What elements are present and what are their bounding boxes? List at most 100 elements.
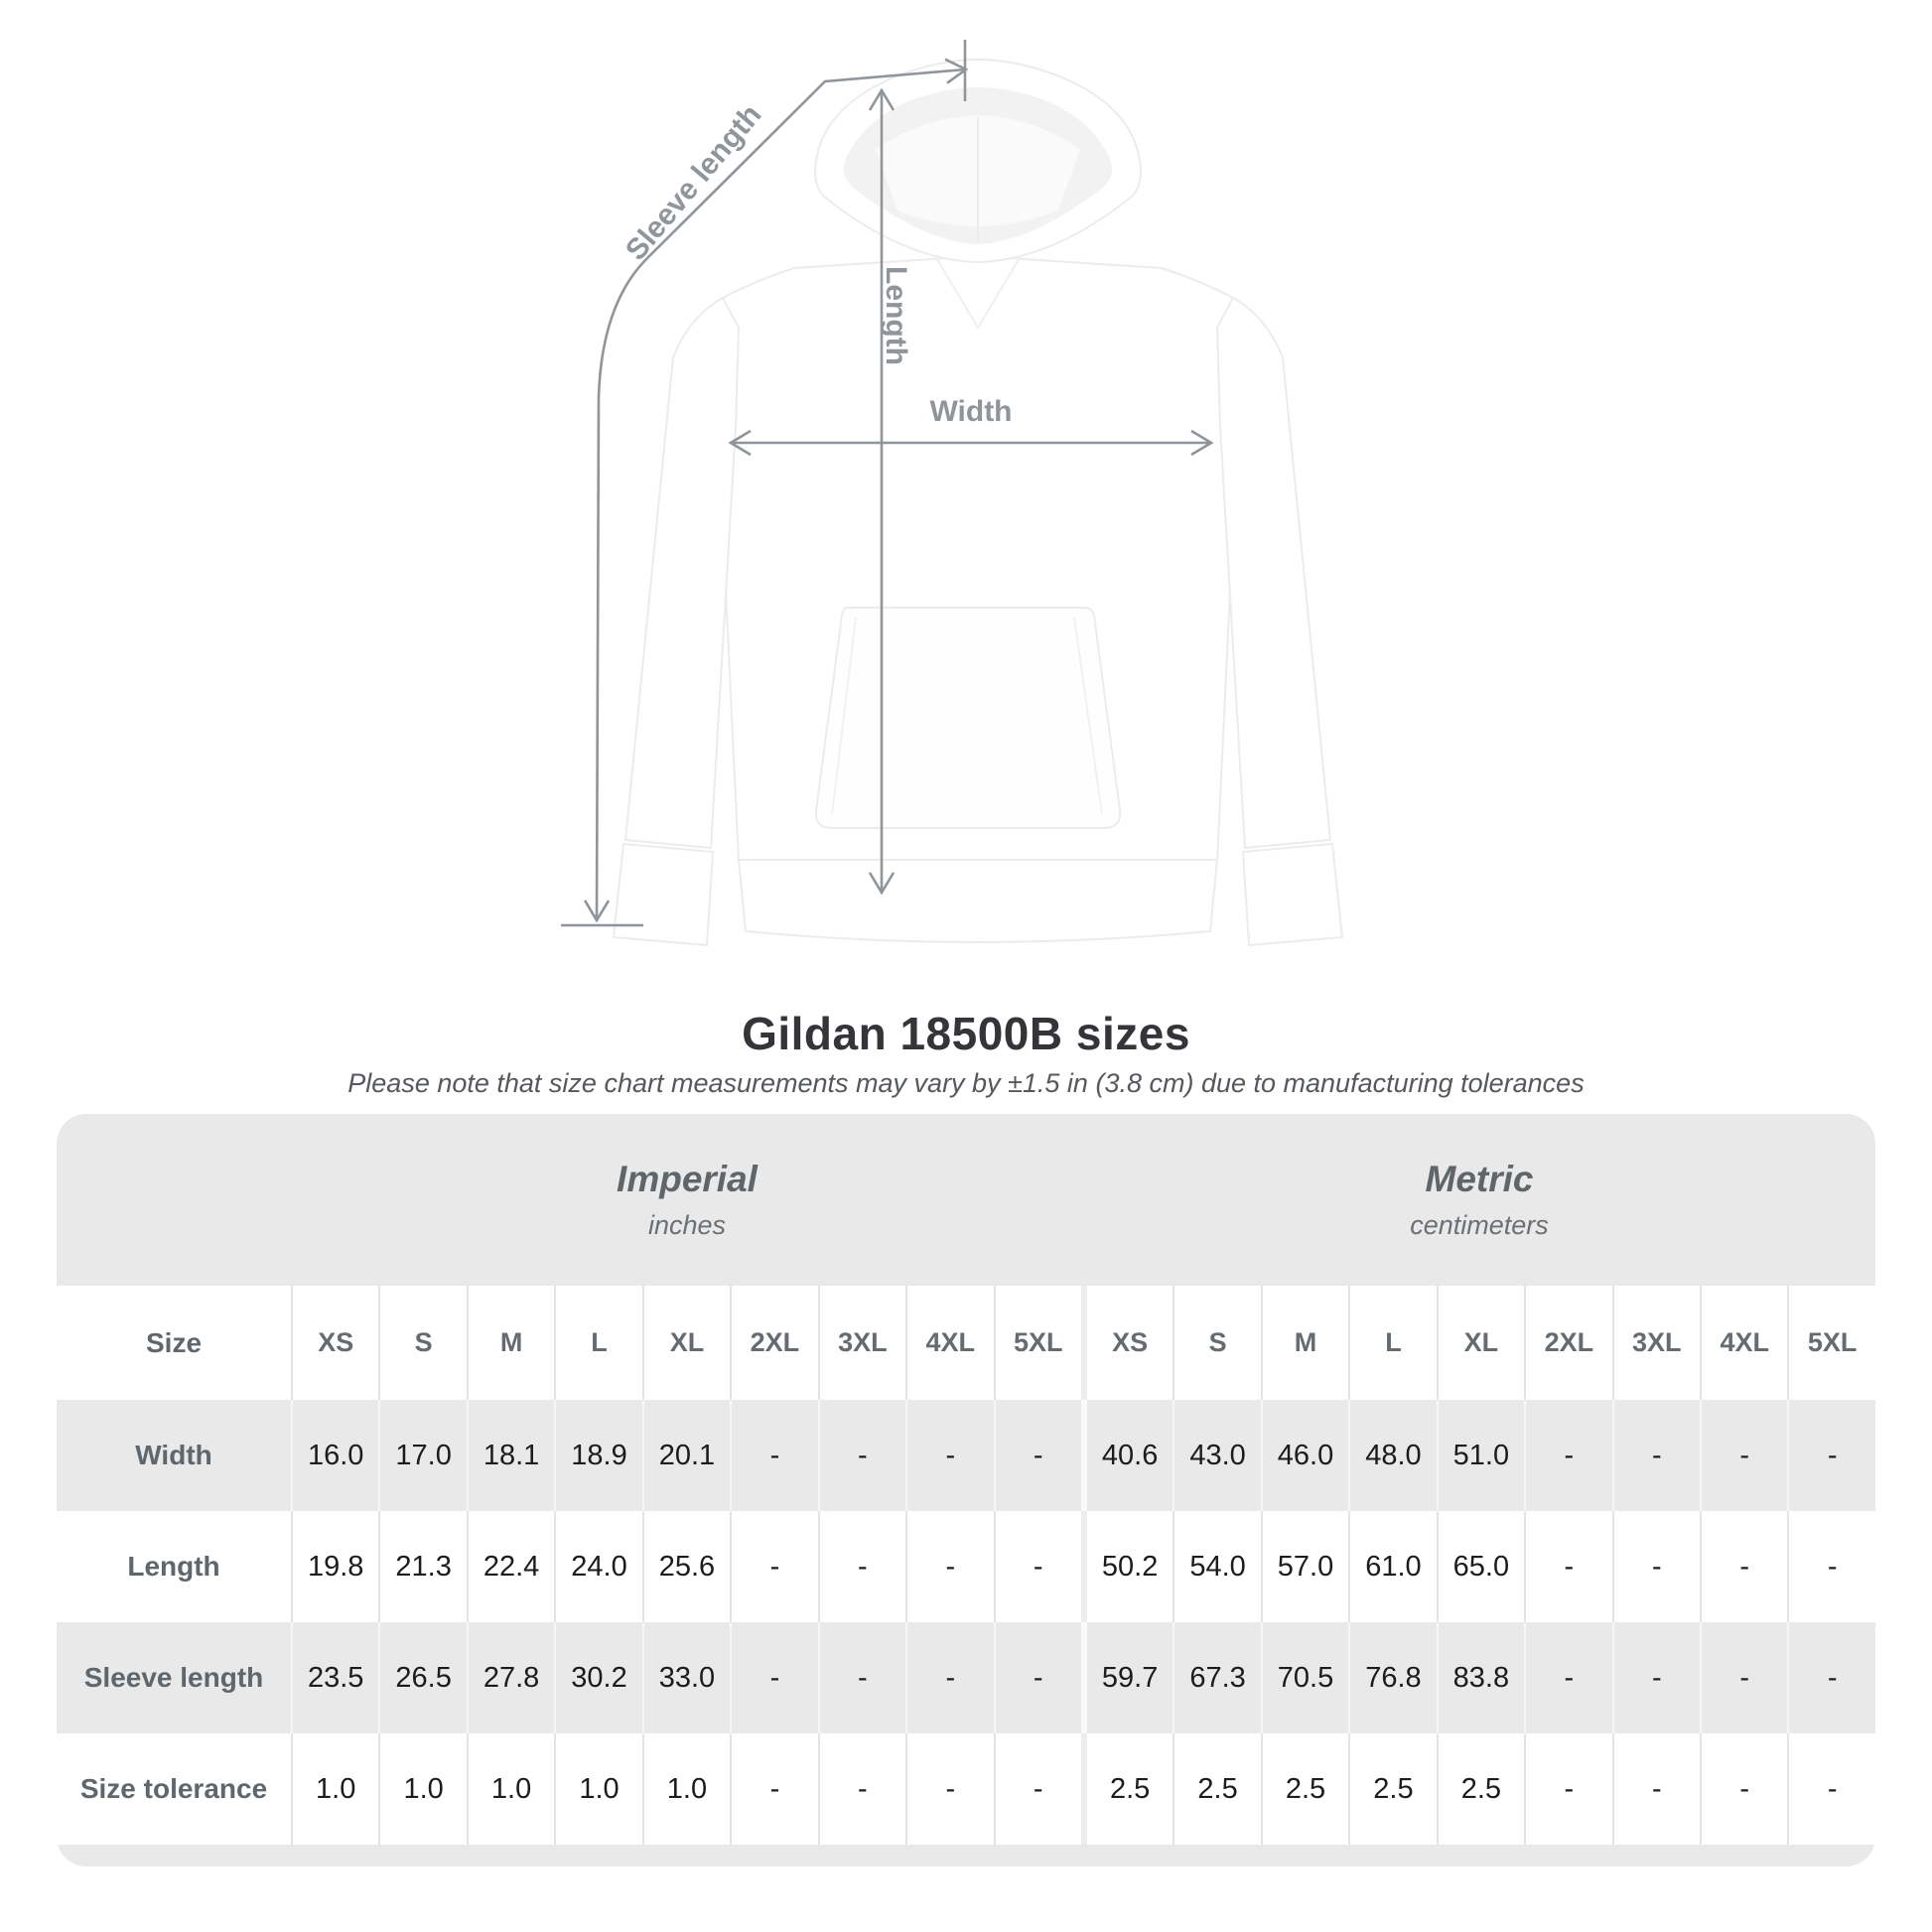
size-header-row-cell: 2XL [1524,1286,1611,1400]
row-size-tolerance-cell: 1.0 [554,1733,641,1845]
row-size-tolerance-cell: 2.5 [1436,1733,1524,1845]
row-sleeve-length-cell: 70.5 [1260,1622,1348,1733]
size-header-row-cell: M [466,1286,554,1400]
row-size-tolerance-cell: 1.0 [466,1733,554,1845]
row-width-cell: - [1787,1400,1874,1511]
row-length-cell: - [1611,1511,1700,1622]
row-sleeve-length: Sleeve length 23.5 26.5 27.8 30.2 33.0- - - -59.… [57,1622,1875,1733]
size-header-row-cell: XL [641,1286,730,1400]
row-sleeve-length-cell: - [730,1622,817,1733]
row-sleeve-length-cell: 59.7 [1080,1622,1173,1733]
row-length: Length 19.8 21.3 22.4 24.0 25.6- - - -50.2 54.0 57… [57,1511,1875,1622]
length-label: Length [880,266,912,365]
width-label: Width [929,395,1012,428]
page-title: Gildan 18500B sizes [742,1008,1190,1059]
row-length-cell: - [817,1511,905,1622]
size-header-row-cell: 4XL [905,1286,993,1400]
hoodie-measurement-diagram: Sleeve length Length Width [561,40,1344,947]
row-sleeve-length-cell: - [1787,1622,1874,1733]
size-header-row-cell: 5XL [993,1286,1081,1400]
metric-section-header: Metric centimeters [1083,1114,1875,1286]
row-length-cell: - [1787,1511,1874,1622]
row-sleeve-length-cell: 26.5 [378,1622,466,1733]
row-length-cell: 50.2 [1080,1511,1173,1622]
row-width: Width 16.0 17.0 18.1 18.9 20.1- - - -40.6 43.0 46.… [57,1400,1875,1511]
row-sleeve-length-cell: - [993,1622,1081,1733]
row-width-cell: 43.0 [1173,1400,1260,1511]
size-header-row-cell: M [1260,1286,1348,1400]
row-length-cell: 22.4 [466,1511,554,1622]
metric-title: Metric [1425,1159,1534,1199]
row-length-cell: 57.0 [1260,1511,1348,1622]
row-size-tolerance-cell: - [817,1733,905,1845]
row-length-cell: 25.6 [641,1511,730,1622]
row-sleeve-length-cell: - [905,1622,993,1733]
metric-subtitle: centimeters [1410,1210,1549,1240]
row-size-tolerance-cell: - [1524,1733,1611,1845]
sleeve-length-label: Sleeve length [620,98,768,266]
row-size-tolerance-cell: 1.0 [641,1733,730,1845]
imperial-title: Imperial [617,1159,758,1199]
size-header-row-cell: 3XL [817,1286,905,1400]
size-header-row-cell: L [1348,1286,1436,1400]
row-length-cell: - [905,1511,993,1622]
size-header-row-cell: 4XL [1700,1286,1787,1400]
row-sleeve-length-cell: - [1524,1622,1611,1733]
sleeve-length-arrow [597,69,965,919]
row-width-cell: - [1700,1400,1787,1511]
measurement-lines [561,40,1210,927]
row-size-tolerance-cell: 2.5 [1173,1733,1260,1845]
row-width-cell: 48.0 [1348,1400,1436,1511]
row-size-tolerance-cell: - [905,1733,993,1845]
row-label: Size tolerance [79,1773,268,1804]
size-header-row-cell: L [554,1286,641,1400]
imperial-subtitle: inches [647,1210,727,1240]
hoodie-illustration [612,58,1344,947]
row-sleeve-length-cell: - [817,1622,905,1733]
size-header-row-cell: 5XL [1787,1286,1874,1400]
row-label: Width [135,1440,212,1470]
row-width-cell: - [1611,1400,1700,1511]
size-header-row-cell: S [378,1286,466,1400]
row-size-tolerance-cell: 2.5 [1348,1733,1436,1845]
row-length-cell: 54.0 [1173,1511,1260,1622]
row-size-tolerance-cell: 2.5 [1080,1733,1173,1845]
row-sleeve-length-cell: - [1611,1622,1700,1733]
row-length-cell: 61.0 [1348,1511,1436,1622]
row-size-tolerance-cell: - [993,1733,1081,1845]
row-sleeve-length-cell: 76.8 [1348,1622,1436,1733]
row-sleeve-length-cell: 83.8 [1436,1622,1524,1733]
size-header-row-cell: XL [1436,1286,1524,1400]
row-sleeve-length-cell: 67.3 [1173,1622,1260,1733]
row-width-cell: 40.6 [1080,1400,1173,1511]
row-sleeve-length-cell: 27.8 [466,1622,554,1733]
row-sleeve-length-cell: 23.5 [291,1622,378,1733]
size-header-row-cell: 3XL [1611,1286,1700,1400]
size-header-row-cell: S [1173,1286,1260,1400]
row-size-tolerance-cell: - [1611,1733,1700,1845]
row-length-cell: - [730,1511,817,1622]
row-width-cell: - [905,1400,993,1511]
units-band: Imperial inches Metric centimeters [57,1114,1875,1286]
row-size-tolerance-cell: - [1700,1733,1787,1845]
row-length-cell: 21.3 [378,1511,466,1622]
row-length-cell: 19.8 [291,1511,378,1622]
row-size-tolerance-cell: 1.0 [378,1733,466,1845]
row-sleeve-length-cell: 33.0 [641,1622,730,1733]
size-table: Size XS S M L XL 2XL 3XL 4XL 5XL XS S M L XL 2XL 3XL 4XL 5… [57,1286,1875,1845]
row-size-tolerance-cell: - [730,1733,817,1845]
row-width-cell: - [817,1400,905,1511]
page-subtitle: Please note that size chart measurements… [347,1068,1585,1098]
imperial-section-header: Imperial inches [291,1114,1083,1286]
row-sleeve-length-cell: - [1700,1622,1787,1733]
row-size-tolerance: Size tolerance 1.0 1.0 1.0 1.0 1.0- - - -2.5 2.5 2… [57,1733,1875,1845]
size-header-row: Size XS S M L XL 2XL 3XL 4XL 5XL XS S M L XL 2XL 3XL 4XL 5… [57,1286,1875,1400]
row-width-cell: 18.9 [554,1400,641,1511]
units-spacer [57,1114,291,1286]
row-width-cell: - [730,1400,817,1511]
row-width-cell: - [1524,1400,1611,1511]
size-header-row-cell: XS [1080,1286,1173,1400]
row-length-cell: 65.0 [1436,1511,1524,1622]
size-chart-card: Imperial inches Metric centimeters Size X… [57,1114,1875,1866]
